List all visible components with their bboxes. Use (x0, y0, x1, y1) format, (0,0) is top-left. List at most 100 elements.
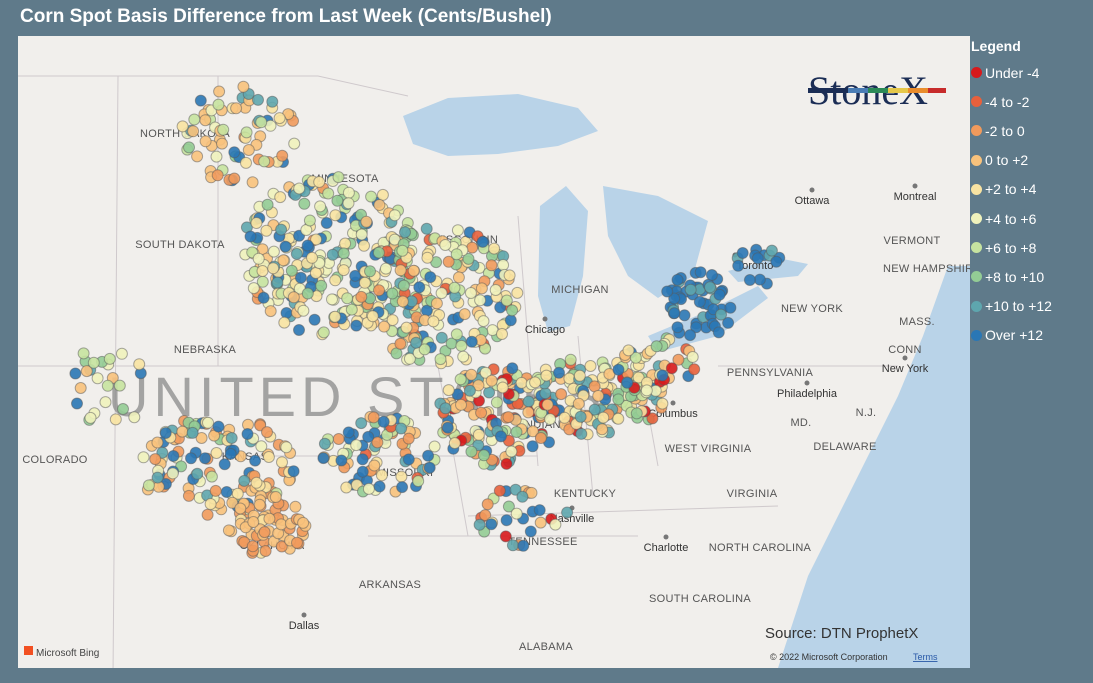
site-dot (301, 287, 314, 300)
site-dot (395, 470, 408, 483)
site-dot (137, 451, 150, 464)
site-dot (522, 395, 535, 408)
legend-label: +8 to +10 (985, 268, 1045, 285)
site-dot (247, 282, 260, 295)
legend-item[interactable]: Over +12 (971, 321, 1052, 350)
site-dot (226, 496, 239, 509)
site-dot (376, 188, 389, 201)
site-dot (612, 363, 625, 376)
region-label: NEW YORK (781, 303, 843, 315)
site-dot (597, 411, 610, 424)
site-dot (373, 284, 385, 297)
legend-item[interactable]: +8 to +10 (971, 262, 1052, 291)
legend-item[interactable]: 0 to +2 (971, 146, 1052, 175)
legend-item[interactable]: +6 to +8 (971, 233, 1052, 262)
site-dot (612, 412, 625, 425)
site-dot (291, 536, 303, 549)
site-dot (485, 518, 498, 531)
site-dot (668, 292, 681, 305)
site-dot (115, 347, 128, 360)
site-dot (379, 262, 392, 275)
site-dot (485, 374, 498, 387)
site-dot (510, 507, 523, 520)
site-dot (621, 376, 634, 389)
legend-item[interactable]: +4 to +6 (971, 204, 1052, 233)
site-dot (205, 470, 218, 483)
site-dot (289, 500, 302, 513)
lake (538, 186, 588, 332)
site-dot (743, 274, 756, 286)
site-dot (313, 176, 326, 188)
site-dot (430, 297, 443, 310)
site-dot (91, 372, 104, 385)
site-dot (332, 433, 345, 445)
legend-label: -4 to -2 (985, 93, 1030, 110)
site-dot (209, 484, 222, 497)
site-dot (448, 437, 461, 450)
site-dot (350, 319, 363, 332)
site-dot (267, 262, 280, 275)
site-dot (479, 509, 492, 522)
site-dot (452, 271, 465, 284)
site-dot (297, 516, 310, 529)
site-dot (240, 156, 252, 169)
site-dot (630, 407, 643, 420)
site-dot (255, 440, 268, 453)
site-dot (358, 276, 371, 289)
site-dot (375, 469, 388, 482)
site-dot (228, 146, 241, 159)
legend-item[interactable]: +2 to +4 (971, 175, 1052, 204)
city-label: Dallas (289, 620, 320, 632)
site-dot (450, 328, 463, 341)
copyright: © 2022 Microsoft Corporation (770, 652, 888, 662)
site-dot (506, 362, 519, 375)
site-dot (526, 440, 539, 453)
site-dot (176, 425, 189, 438)
site-dot (342, 426, 355, 439)
legend-item[interactable]: +10 to +12 (971, 292, 1052, 321)
site-dot (422, 449, 435, 462)
site-dot (249, 454, 262, 467)
site-dot (80, 365, 93, 378)
site-dot (496, 328, 508, 340)
site-dot (427, 315, 440, 328)
region-label: VIRGINIA (727, 488, 778, 500)
legend-item[interactable]: -2 to 0 (971, 116, 1052, 145)
legend-title: Legend (971, 38, 1021, 54)
site-dot (252, 252, 265, 265)
site-dot (499, 530, 512, 543)
site-dot (517, 539, 530, 552)
site-dot (262, 451, 275, 463)
site-dot (396, 481, 409, 494)
site-dot (329, 274, 342, 287)
site-dot (355, 290, 368, 303)
site-dot (439, 239, 452, 251)
city-marker (542, 316, 548, 322)
site-dot (704, 281, 716, 294)
site-dot (588, 403, 601, 416)
region-label: PENNSYLVANIA (727, 367, 814, 379)
site-dot (355, 228, 368, 241)
site-dot (213, 85, 226, 98)
site-dot (434, 353, 447, 366)
site-dot (364, 265, 376, 278)
region-label: NEBRASKA (174, 344, 237, 356)
region-label: NORTH CAROLINA (709, 542, 812, 554)
legend-swatch (971, 242, 982, 254)
site-dot (266, 95, 279, 108)
site-dot (476, 235, 489, 248)
site-dot (259, 545, 272, 557)
legend-item[interactable]: -4 to -2 (971, 87, 1052, 116)
site-dot (317, 452, 330, 465)
site-dot (770, 255, 783, 268)
site-dot (255, 116, 268, 129)
legend-item[interactable]: Under -4 (971, 58, 1052, 87)
site-dot (109, 413, 122, 426)
city-marker (912, 183, 918, 189)
site-dot (342, 197, 355, 210)
site-dot (500, 457, 513, 470)
site-dot (529, 376, 542, 389)
terms-link[interactable]: Terms (913, 652, 938, 662)
site-dot (277, 254, 290, 267)
